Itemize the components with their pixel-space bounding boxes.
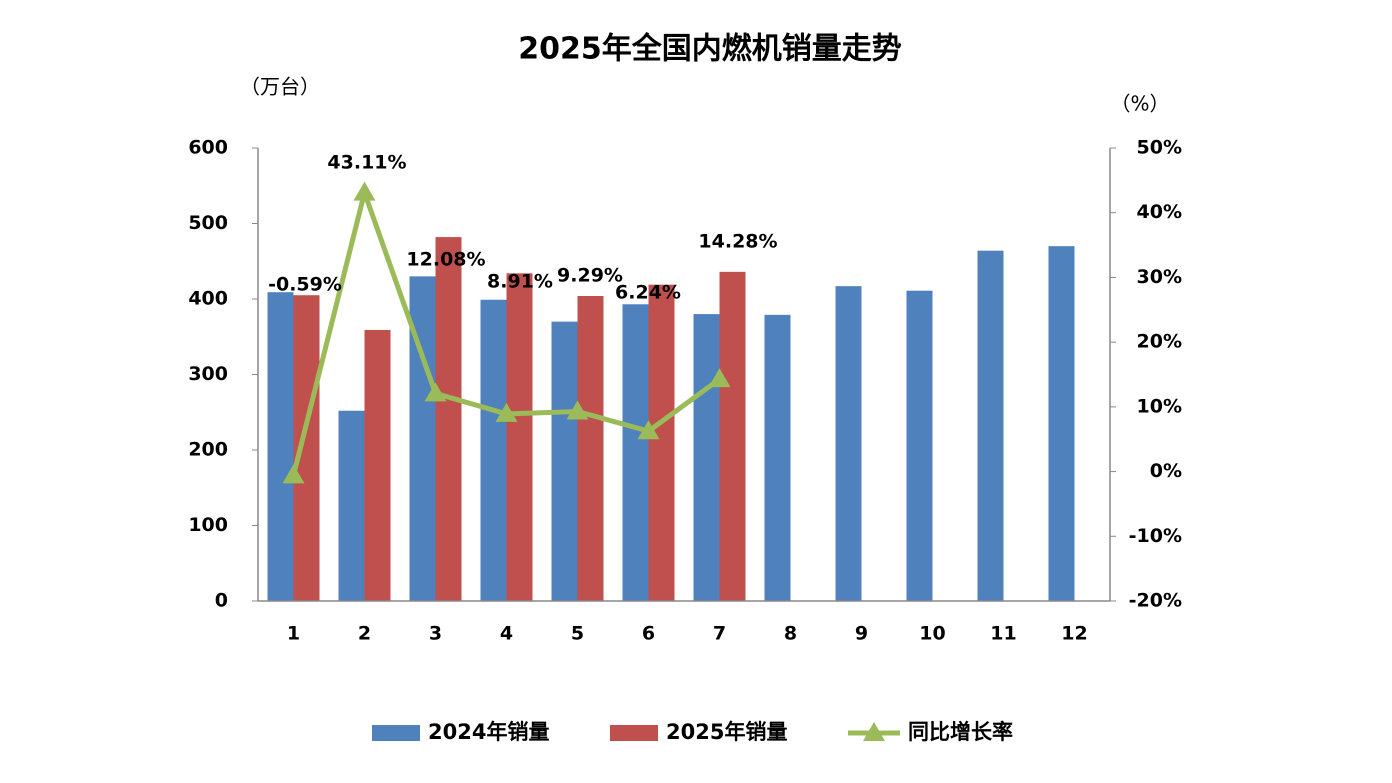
bar [435,237,462,601]
bar [506,273,533,601]
data-label: 6.24% [615,282,681,304]
y-axis-label: （万台） [240,75,320,99]
data-label: 9.29% [557,265,623,287]
x-tick-label: 11 [990,623,1016,645]
bar [693,314,720,601]
bar [977,250,1004,601]
y2-tick-label: 50% [1137,137,1182,159]
line-marker [353,181,376,201]
bar [577,295,604,601]
data-label: -0.59% [268,274,342,296]
y-tick-label: 100 [188,514,228,536]
x-tick-label: 9 [855,623,868,645]
bar [480,299,507,601]
y-tick-label: 400 [188,288,228,310]
bar [764,314,791,601]
bar [1048,246,1075,601]
line-marker [282,464,305,484]
y2-tick-label: -10% [1129,525,1182,547]
y2-tick-label: 0% [1150,460,1182,482]
legend-swatch [610,725,658,741]
x-tick-label: 12 [1061,623,1087,645]
bar [364,329,391,601]
line-marker [637,420,660,440]
data-label: 43.11% [327,152,406,174]
bar [835,286,862,601]
y2-tick-label: 30% [1137,266,1182,288]
data-label: 12.08% [406,249,485,271]
x-tick-label: 6 [642,623,655,645]
bar [622,304,649,601]
y2-tick-label: 10% [1137,395,1182,417]
bar [719,271,746,601]
line-marker [566,400,589,420]
bar [267,292,294,601]
y-tick-label: 500 [188,212,228,234]
y-tick-label: 300 [188,363,228,385]
x-tick-label: 5 [571,623,584,645]
y2-axis-label: （%） [1110,92,1169,116]
x-tick-label: 8 [784,623,797,645]
data-label: 8.91% [487,271,553,293]
legend-marker [863,722,885,741]
line-marker [424,382,447,402]
legend-label: 2025年销量 [666,720,787,744]
y2-tick-label: 20% [1137,331,1182,353]
bar [293,295,320,601]
legend-label: 2024年销量 [428,720,549,744]
x-tick-label: 4 [500,623,513,645]
bar [338,410,365,601]
line-marker [708,368,731,388]
x-tick-label: 3 [429,623,442,645]
data-label: 14.28% [698,231,777,253]
y2-tick-label: 40% [1137,201,1182,223]
bar [551,321,578,601]
y-tick-label: 200 [188,439,228,461]
x-tick-label: 10 [919,623,945,645]
x-tick-label: 7 [713,623,726,645]
legend-swatch [372,725,420,741]
y-tick-label: 600 [188,137,228,159]
bar [906,290,933,601]
x-tick-label: 2 [358,623,371,645]
line-marker [495,402,518,422]
bar [648,284,675,601]
x-tick-label: 1 [287,623,300,645]
y-tick-label: 0 [215,590,228,612]
chart-title: 2025年全国内燃机销量走势 [518,32,902,67]
y2-tick-label: -20% [1129,590,1182,612]
legend-label: 同比增长率 [908,720,1013,744]
